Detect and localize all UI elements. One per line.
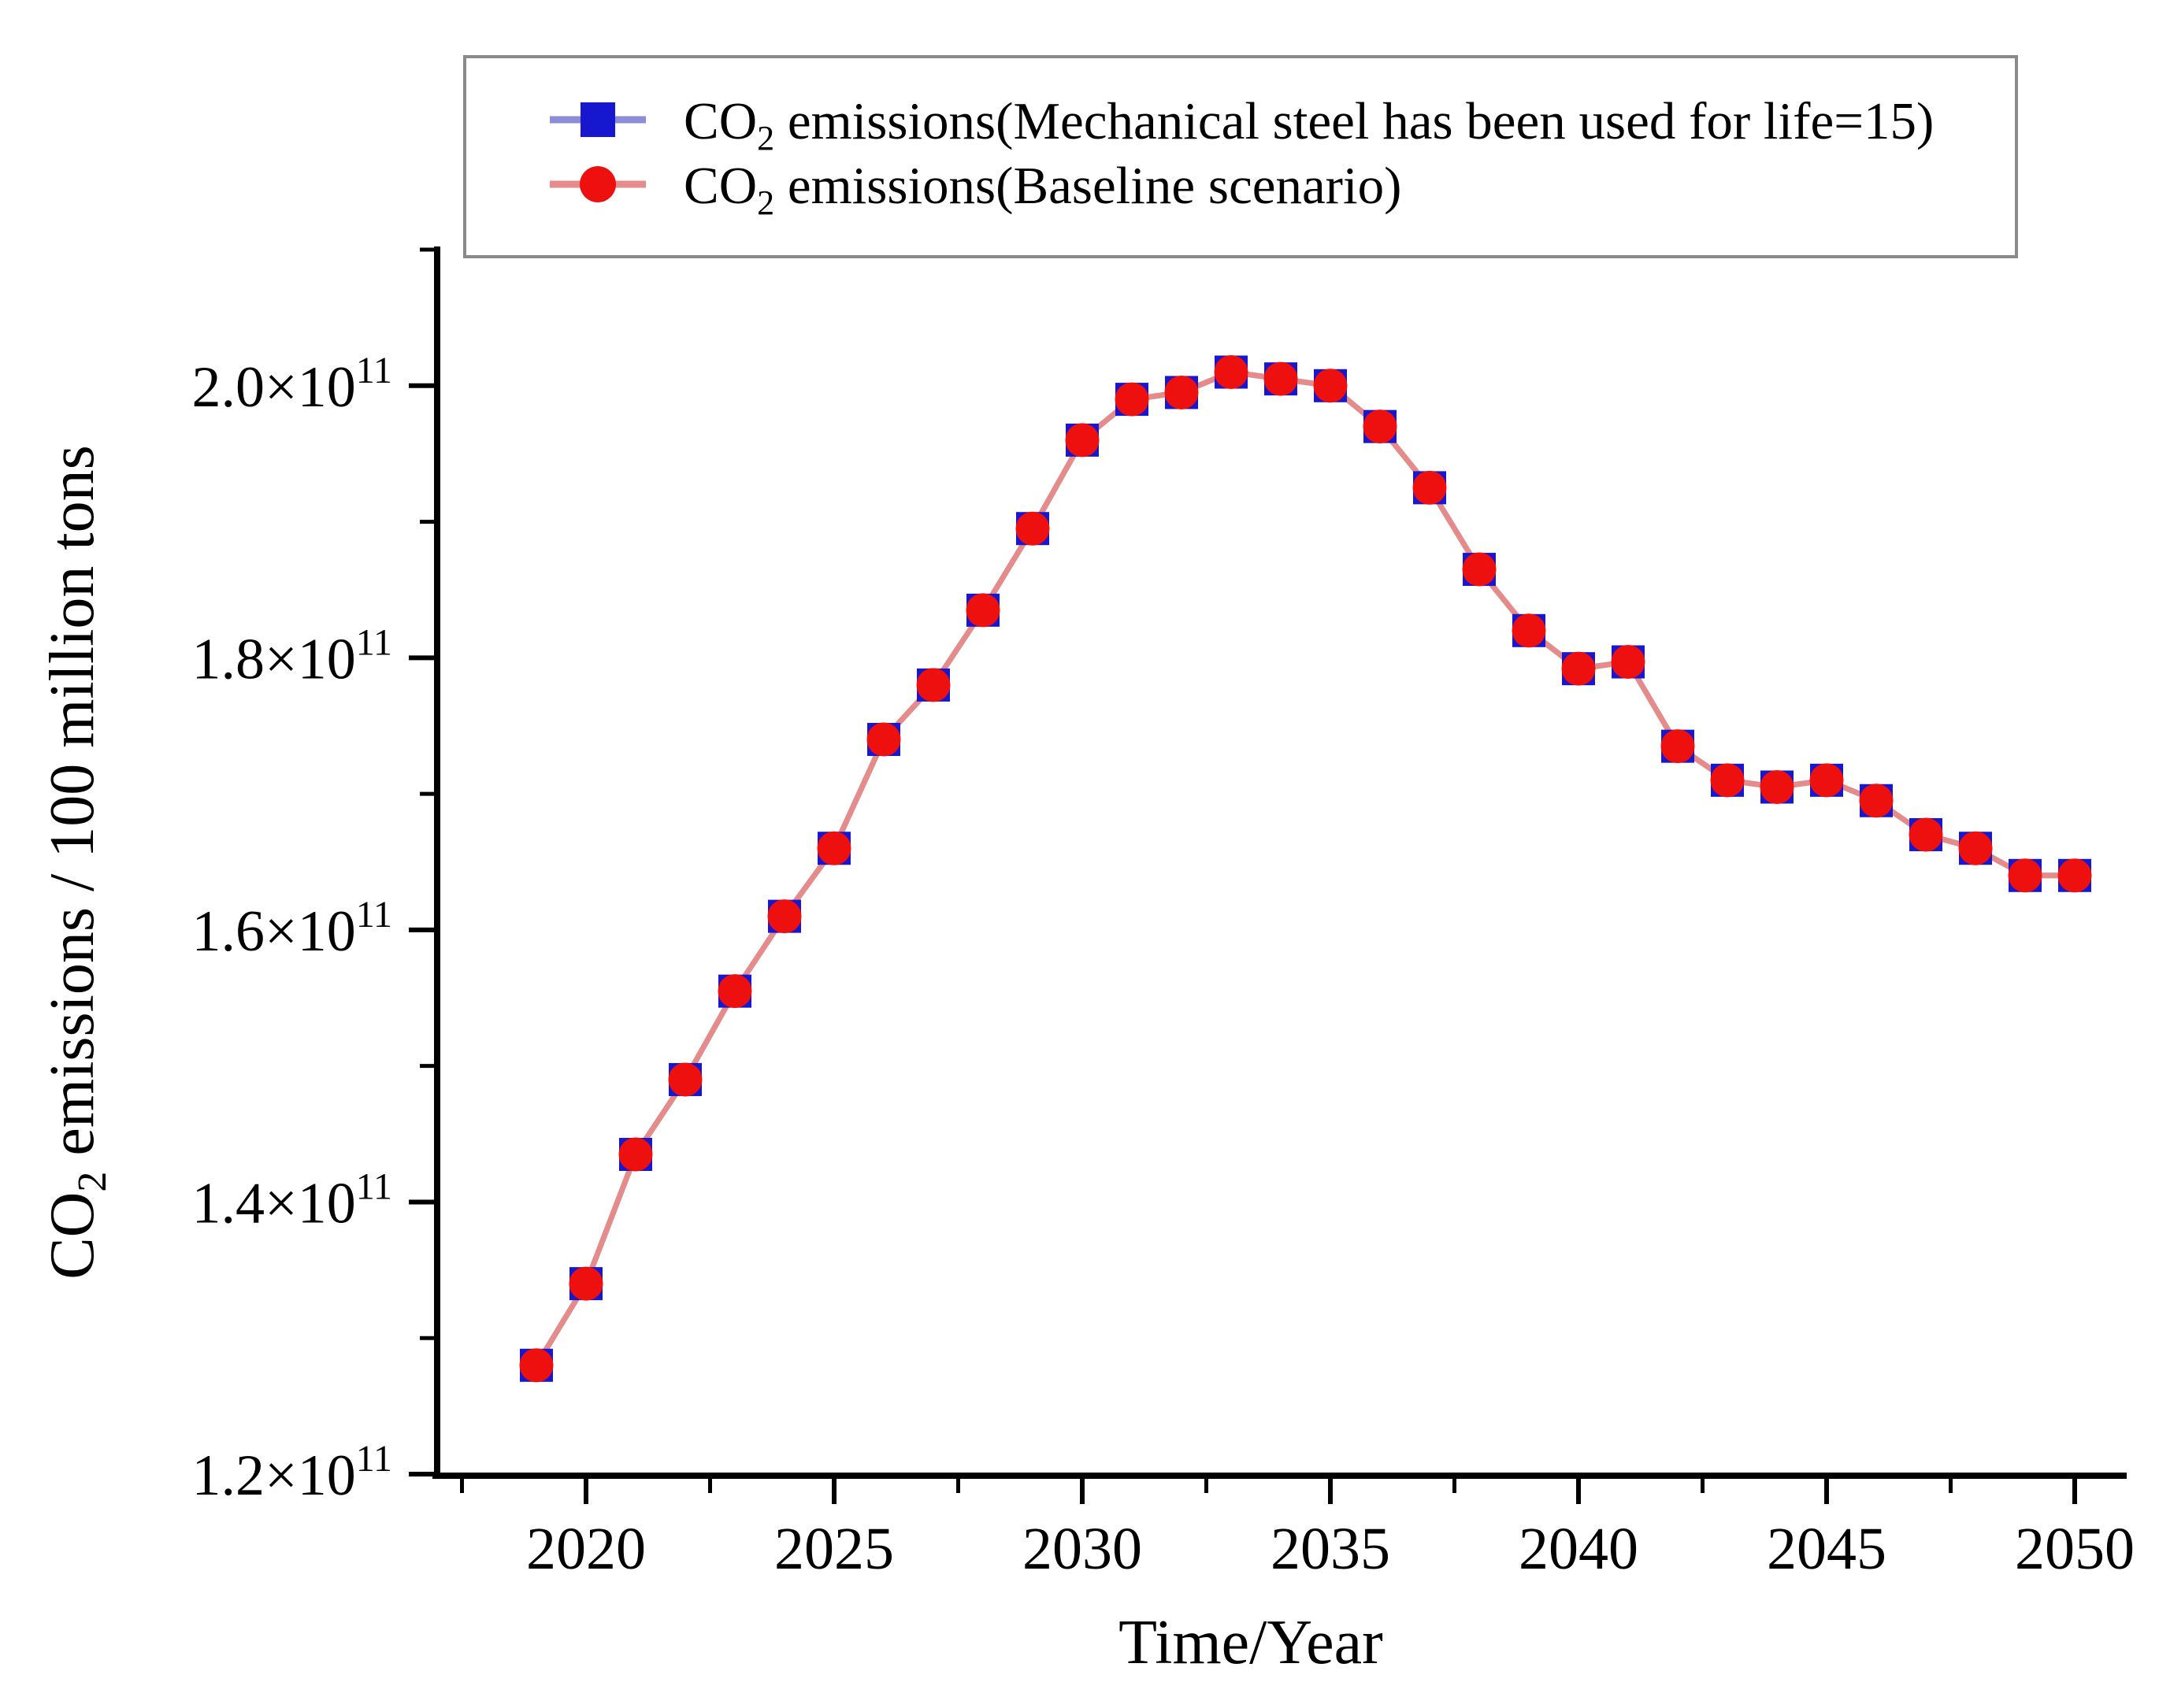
data-point-circle	[767, 899, 802, 934]
y-tick-exponent: 11	[356, 1438, 392, 1480]
data-point-circle	[1263, 361, 1298, 396]
x-axis-title: Time/Year	[1118, 1608, 1383, 1677]
data-point-circle	[1065, 423, 1100, 458]
data-point-circle	[1809, 763, 1844, 798]
data-point-circle	[1660, 729, 1695, 764]
data-point-circle	[1958, 831, 1993, 865]
y-tick-exponent: 11	[356, 1165, 392, 1207]
data-point-circle	[1561, 651, 1596, 686]
x-tick-label: 2050	[2015, 1516, 2135, 1582]
data-point-circle	[2057, 858, 2092, 893]
data-point-circle	[569, 1266, 603, 1301]
data-point-circle	[817, 831, 851, 865]
data-point-circle	[1412, 470, 1447, 505]
legend-label: CO2 emissions(Baseline scenario)	[684, 157, 1401, 222]
legend-marker-square-icon	[581, 102, 615, 137]
data-point-circle	[1214, 355, 1248, 390]
data-point-circle	[1115, 382, 1149, 417]
x-tick-label: 2035	[1271, 1516, 1390, 1582]
y-tick-exponent: 11	[356, 350, 392, 391]
legend-box	[463, 55, 2018, 258]
x-tick-label: 2030	[1022, 1516, 1142, 1582]
data-point-circle	[1015, 511, 1050, 546]
x-tick-label: 2025	[774, 1516, 894, 1582]
data-point-circle	[2008, 858, 2042, 893]
legend-item: CO2 emissions(Baseline scenario)	[550, 157, 1401, 222]
legend-marker-circle-icon	[580, 166, 616, 202]
data-point-circle	[1909, 817, 1943, 852]
series-line-baseline	[534, 369, 2075, 1367]
legend: CO2 emissions(Mechanical steel has been …	[463, 55, 2018, 258]
y-tick-exponent: 11	[356, 894, 392, 936]
y-tick-exponent: 11	[356, 621, 392, 663]
data-point-circle	[668, 1062, 703, 1097]
data-point-circle	[1512, 613, 1546, 648]
data-point-circle	[866, 722, 901, 757]
data-point-circle	[618, 1137, 653, 1172]
data-point-circle	[1859, 784, 1894, 818]
y-tick-label: 1.4×1011	[192, 1165, 392, 1236]
data-point-circle	[1462, 552, 1497, 587]
y-tick-label: 1.8×1011	[192, 621, 392, 691]
data-point-circle	[519, 1348, 554, 1383]
legend-item: CO2 emissions(Mechanical steel has been …	[550, 92, 1934, 157]
y-tick-label: 1.6×1011	[192, 894, 392, 964]
data-point-circle	[718, 974, 752, 1009]
y-tick-label: 2.0×1011	[192, 350, 392, 420]
data-point-circle	[1164, 375, 1199, 409]
series-line-mechanical	[534, 369, 2075, 1367]
x-tick-label: 2045	[1767, 1516, 1886, 1582]
data-point-circle	[1611, 645, 1645, 680]
data-point-circle	[1710, 763, 1745, 798]
x-tick-label: 2040	[1519, 1516, 1638, 1582]
y-axis-title: CO2 emissions / 100 million tons	[38, 445, 115, 1279]
data-point-circle	[916, 668, 951, 702]
y-tick-label: 1.2×1011	[192, 1438, 392, 1508]
data-point-circle	[1313, 369, 1348, 403]
legend-label: CO2 emissions(Mechanical steel has been …	[684, 92, 1934, 157]
data-point-circle	[1363, 409, 1397, 444]
data-point-circle	[966, 593, 1000, 628]
data-point-circle	[1760, 769, 1794, 804]
x-tick-label: 2020	[526, 1516, 646, 1582]
